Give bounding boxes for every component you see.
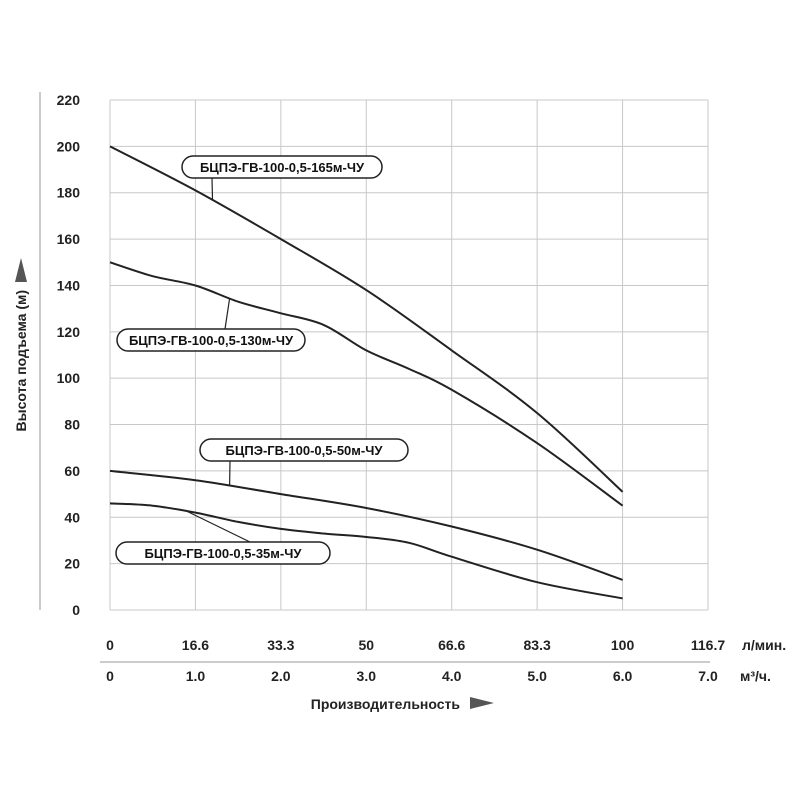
- x-unit-label: м³/ч.: [740, 668, 771, 684]
- y-tick-label: 200: [57, 138, 81, 154]
- series-callout-box: [181, 155, 383, 179]
- x-tick-label: 100: [611, 637, 635, 653]
- x-tick-label: 83.3: [524, 637, 551, 653]
- y-tick-label: 0: [72, 602, 80, 618]
- y-tick-label: 120: [57, 324, 81, 340]
- x-axis-title: Производительность: [311, 696, 461, 712]
- callout-leader: [224, 298, 231, 330]
- series-label: БЦПЭ-ГВ-100-0,5-35м-ЧУ: [145, 546, 303, 561]
- x-tick-label: 66.6: [438, 637, 465, 653]
- axis-labels: 0 20 40 60 80 100 120 140 160 180 200 220 0 16.6 33.3 5…: [13, 92, 786, 712]
- x-tick-label: 0: [106, 668, 114, 684]
- callout-leader: [211, 177, 214, 201]
- x-tick-label: 50: [358, 637, 374, 653]
- y-tick-label: 220: [57, 92, 81, 108]
- y-axis-title: Высота подъема (м): [13, 290, 29, 431]
- y-tick-label: 140: [57, 277, 81, 293]
- x-tick-label: 5.0: [527, 668, 547, 684]
- x-tick-label: 2.0: [271, 668, 291, 684]
- x-tick-label: 1.0: [186, 668, 206, 684]
- y-tick-label: 80: [64, 417, 80, 433]
- y-tick-label: 20: [64, 556, 80, 572]
- y-tick-label: 60: [64, 463, 80, 479]
- x-axis-arrow-icon: [470, 697, 494, 709]
- series-curves: [109, 145, 624, 600]
- y-tick-label: 40: [64, 509, 80, 525]
- series-line: [109, 261, 624, 507]
- x-unit-label: л/мин.: [742, 637, 786, 653]
- axes: [39, 92, 710, 663]
- x-tick-label: 33.3: [267, 637, 294, 653]
- series-label: БЦПЭ-ГВ-100-0,5-50м-ЧУ: [226, 443, 384, 458]
- callout-leader: [186, 510, 251, 543]
- series-line: [109, 145, 624, 493]
- x-tick-label: 4.0: [442, 668, 462, 684]
- y-axis-arrow-icon: [15, 258, 27, 282]
- y-tick-label: 160: [57, 231, 81, 247]
- x-tick-label: 3.0: [357, 668, 377, 684]
- x-tick-label: 6.0: [613, 668, 633, 684]
- x-tick-label: 0: [106, 637, 114, 653]
- x-tick-label: 7.0: [698, 668, 718, 684]
- series-callout-box: [115, 541, 331, 565]
- series-callout-box: [116, 328, 306, 352]
- x-tick-label: 116.7: [691, 637, 725, 653]
- series-callouts: БЦПЭ-ГВ-100-0,5-165м-ЧУ БЦПЭ-ГВ-100-0,5-1…: [115, 155, 409, 565]
- y-tick-label: 100: [57, 370, 81, 386]
- series-line: [109, 502, 623, 600]
- series-label: БЦПЭ-ГВ-100-0,5-130м-ЧУ: [129, 333, 294, 348]
- series-label: БЦПЭ-ГВ-100-0,5-165м-ЧУ: [200, 160, 365, 175]
- series-callout-box: [199, 438, 409, 462]
- grid: [109, 99, 709, 611]
- x-tick-label: 16.6: [182, 637, 209, 653]
- series-line: [109, 469, 623, 581]
- y-tick-label: 180: [57, 185, 81, 201]
